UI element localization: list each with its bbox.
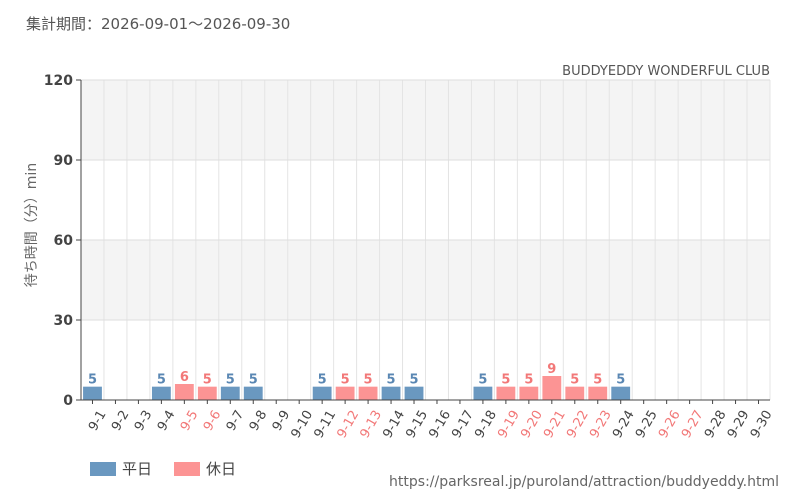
bar [358,386,378,400]
x-tick-label: 9-25 [633,408,661,441]
y-axis-label: 待ち時間（分）min [24,163,40,287]
y-tick-label: 90 [54,153,74,169]
x-tick-label: 9-10 [289,408,317,441]
bar-value-label: 5 [318,373,327,388]
x-tick-label: 9-8 [247,408,271,434]
x-tick-label: 9-11 [311,408,339,441]
bar-value-label: 5 [203,373,212,388]
bar-value-label: 5 [570,373,579,388]
x-tick-label: 9-28 [702,408,730,441]
bar [83,386,102,400]
bar [565,386,585,400]
legend-label-holiday: 休日 [206,460,237,478]
bar-value-label: 6 [180,370,189,385]
x-tick-label: 9-2 [109,408,133,434]
bar [588,386,608,400]
x-tick-label: 9-4 [155,408,179,434]
x-tick-label: 9-14 [380,408,408,441]
x-tick-label: 9-22 [564,408,592,441]
x-tick-label: 9-24 [610,408,638,441]
bar [542,376,562,400]
x-tick-label: 9-5 [178,408,202,434]
bar [220,386,240,400]
bar [151,386,171,400]
bar [381,386,401,400]
bar [611,386,631,400]
x-tick-label: 9-17 [449,408,477,441]
bar-series: 5 5 6 5 5 5 5 5 5 5 5 5 5 595 5 5 [83,362,631,400]
y-tick-label: 30 [54,313,74,329]
bar [473,386,493,400]
y-tick-label: 0 [63,393,73,409]
x-tick-label: 9-20 [518,408,546,441]
x-tick-label: 9-23 [587,408,615,441]
x-tick-label: 9-30 [748,408,776,441]
legend: 平日 休日 [90,458,236,479]
chart-title: BUDDYEDDY WONDERFUL CLUB [562,64,770,79]
x-tick-label: 9-12 [334,408,362,441]
bar-value-label: 5 [409,373,418,388]
x-tick-label: 9-19 [495,408,523,441]
x-tick-label: 9-6 [201,408,225,434]
bar-value-label: 5 [249,373,258,388]
bar-value-label: 5 [524,373,533,388]
bar-value-label: 5 [157,373,166,388]
bar-value-label: 5 [364,373,373,388]
bar [519,386,539,400]
period-label: 集計期間：2026-09-01～2026-09-30 [26,15,291,33]
legend-item-holiday[interactable]: 休日 [174,458,236,479]
x-tick-label: 9-29 [725,408,753,441]
bar-value-label: 5 [88,373,97,388]
bar-value-label: 5 [501,373,510,388]
x-tick-label: 9-3 [132,408,156,434]
bar [243,386,263,400]
bar-value-label: 5 [616,373,625,388]
x-tick-label: 9-27 [679,408,707,441]
bar-value-label: 5 [226,373,235,388]
legend-swatch-holiday [174,461,201,476]
y-tick-label: 120 [44,73,73,89]
source-url[interactable]: https://parksreal.jp/puroland/attraction… [389,474,779,490]
legend-item-weekday[interactable]: 平日 [90,458,152,479]
bar-value-label: 5 [341,373,350,388]
x-tick-label: 9-21 [541,408,569,441]
x-tick-label: 9-18 [472,408,500,441]
bar [174,384,194,400]
bar [496,386,516,400]
bar [404,386,424,400]
bar [335,386,355,400]
bar-value-label: 5 [593,373,602,388]
legend-label-weekday: 平日 [122,460,153,478]
y-tick-label: 60 [54,233,74,249]
bar-value-label: 5 [387,373,396,388]
bar-value-label: 9 [547,362,556,377]
x-tick-label: 9-1 [86,408,110,434]
legend-swatch-weekday [90,461,116,476]
x-tick-label: 9-13 [357,408,385,441]
x-tick-label: 9-15 [403,408,431,441]
x-tick-label: 9-26 [656,408,684,441]
bar [197,386,217,400]
x-tick-label: 9-7 [224,408,248,434]
bar [312,386,332,400]
bar-value-label: 5 [478,373,487,388]
x-tick-label: 9-16 [426,408,454,441]
